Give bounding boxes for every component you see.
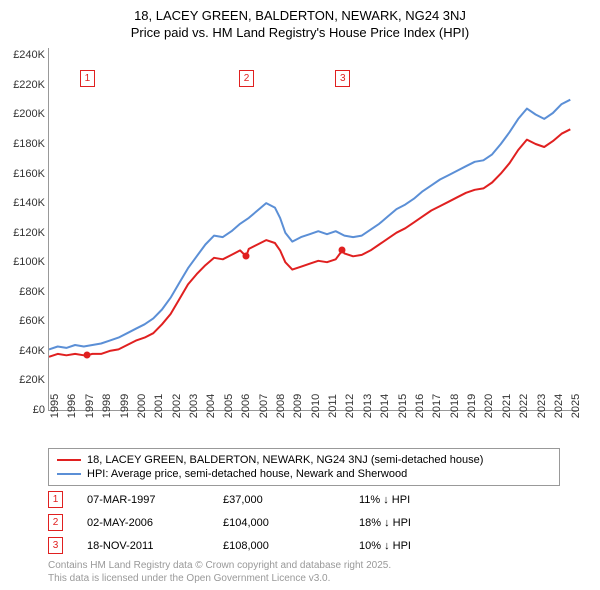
sale-price: £104,000 [223,517,343,529]
xtick-label: 2015 [397,394,409,418]
xtick-label: 2000 [136,394,148,418]
legend-row-hpi: HPI: Average price, semi-detached house,… [57,467,551,481]
footer-line-1: Contains HM Land Registry data © Crown c… [48,559,391,572]
chart-title: 18, LACEY GREEN, BALDERTON, NEWARK, NG24… [0,0,600,42]
sale-price: £37,000 [223,494,343,506]
ytick-label: £200K [3,108,45,120]
xtick-label: 1997 [84,394,96,418]
sale-marker: 2 [48,514,63,531]
xtick-label: 2007 [258,394,270,418]
chart-marker: 3 [335,70,350,87]
xtick-label: 2003 [188,394,200,418]
sale-hpi: 11% ↓ HPI [359,494,479,506]
ytick-label: £220K [3,79,45,91]
ytick-label: £20K [3,374,45,386]
xtick-label: 2011 [327,394,339,418]
footer: Contains HM Land Registry data © Crown c… [48,559,391,585]
xtick-label: 2025 [570,394,582,418]
legend-swatch-hpi [57,473,81,475]
chart-inner: £0£20K£40K£60K£80K£100K£120K£140K£160K£1… [49,48,579,410]
xtick-label: 2012 [344,394,356,418]
sale-date: 18-NOV-2011 [79,540,207,552]
xtick-label: 2023 [536,394,548,418]
xtick-label: 2004 [205,394,217,418]
chart-container: { "title_line1": "18, LACEY GREEN, BALDE… [0,0,600,590]
footer-line-2: This data is licensed under the Open Gov… [48,572,391,585]
xtick-label: 2001 [153,394,165,418]
xtick-label: 2017 [431,394,443,418]
sale-hpi: 10% ↓ HPI [359,540,479,552]
xtick-label: 2014 [379,394,391,418]
xtick-label: 2009 [292,394,304,418]
sales-table: 1 07-MAR-1997 £37,000 11% ↓ HPI 2 02-MAY-2006… [48,488,578,557]
xtick-label: 1995 [49,394,61,418]
sale-hpi: 18% ↓ HPI [359,517,479,529]
sale-point-dot [243,253,250,260]
xtick-label: 2018 [449,394,461,418]
sale-row: 1 07-MAR-1997 £37,000 11% ↓ HPI [48,488,578,511]
xtick-label: 2016 [414,394,426,418]
ytick-label: £0 [3,404,45,416]
legend-swatch-subject [57,459,81,461]
xtick-label: 1999 [119,394,131,418]
xtick-label: 2006 [240,394,252,418]
sale-date: 07-MAR-1997 [79,494,207,506]
xtick-label: 2019 [466,394,478,418]
legend-label-subject: 18, LACEY GREEN, BALDERTON, NEWARK, NG24… [87,454,483,466]
xtick-label: 1996 [66,394,78,418]
xtick-label: 2022 [518,394,530,418]
xtick-label: 2010 [310,394,322,418]
ytick-label: £160K [3,168,45,180]
xtick-label: 2021 [501,394,513,418]
title-line-2: Price paid vs. HM Land Registry's House … [0,25,600,42]
ytick-label: £180K [3,138,45,150]
sale-marker: 1 [48,491,63,508]
ytick-label: £240K [3,49,45,61]
ytick-label: £100K [3,256,45,268]
sale-date: 02-MAY-2006 [79,517,207,529]
ytick-label: £120K [3,227,45,239]
title-line-1: 18, LACEY GREEN, BALDERTON, NEWARK, NG24… [0,8,600,25]
sale-point-dot [83,352,90,359]
ytick-label: £60K [3,315,45,327]
xtick-label: 1998 [101,394,113,418]
xtick-label: 2005 [223,394,235,418]
chart-marker: 1 [80,70,95,87]
sale-row: 2 02-MAY-2006 £104,000 18% ↓ HPI [48,511,578,534]
sale-point-dot [339,247,346,254]
xtick-label: 2020 [483,394,495,418]
sale-marker: 3 [48,537,63,554]
ytick-label: £80K [3,286,45,298]
chart-marker: 2 [239,70,254,87]
ytick-label: £40K [3,345,45,357]
xtick-label: 2002 [171,394,183,418]
legend: 18, LACEY GREEN, BALDERTON, NEWARK, NG24… [48,448,560,486]
xtick-label: 2024 [553,394,565,418]
sale-row: 3 18-NOV-2011 £108,000 10% ↓ HPI [48,534,578,557]
xtick-label: 2013 [362,394,374,418]
ytick-label: £140K [3,197,45,209]
sale-price: £108,000 [223,540,343,552]
xtick-label: 2008 [275,394,287,418]
legend-label-hpi: HPI: Average price, semi-detached house,… [87,468,407,480]
chart-area: £0£20K£40K£60K£80K£100K£120K£140K£160K£1… [48,48,579,411]
legend-row-subject: 18, LACEY GREEN, BALDERTON, NEWARK, NG24… [57,453,551,467]
